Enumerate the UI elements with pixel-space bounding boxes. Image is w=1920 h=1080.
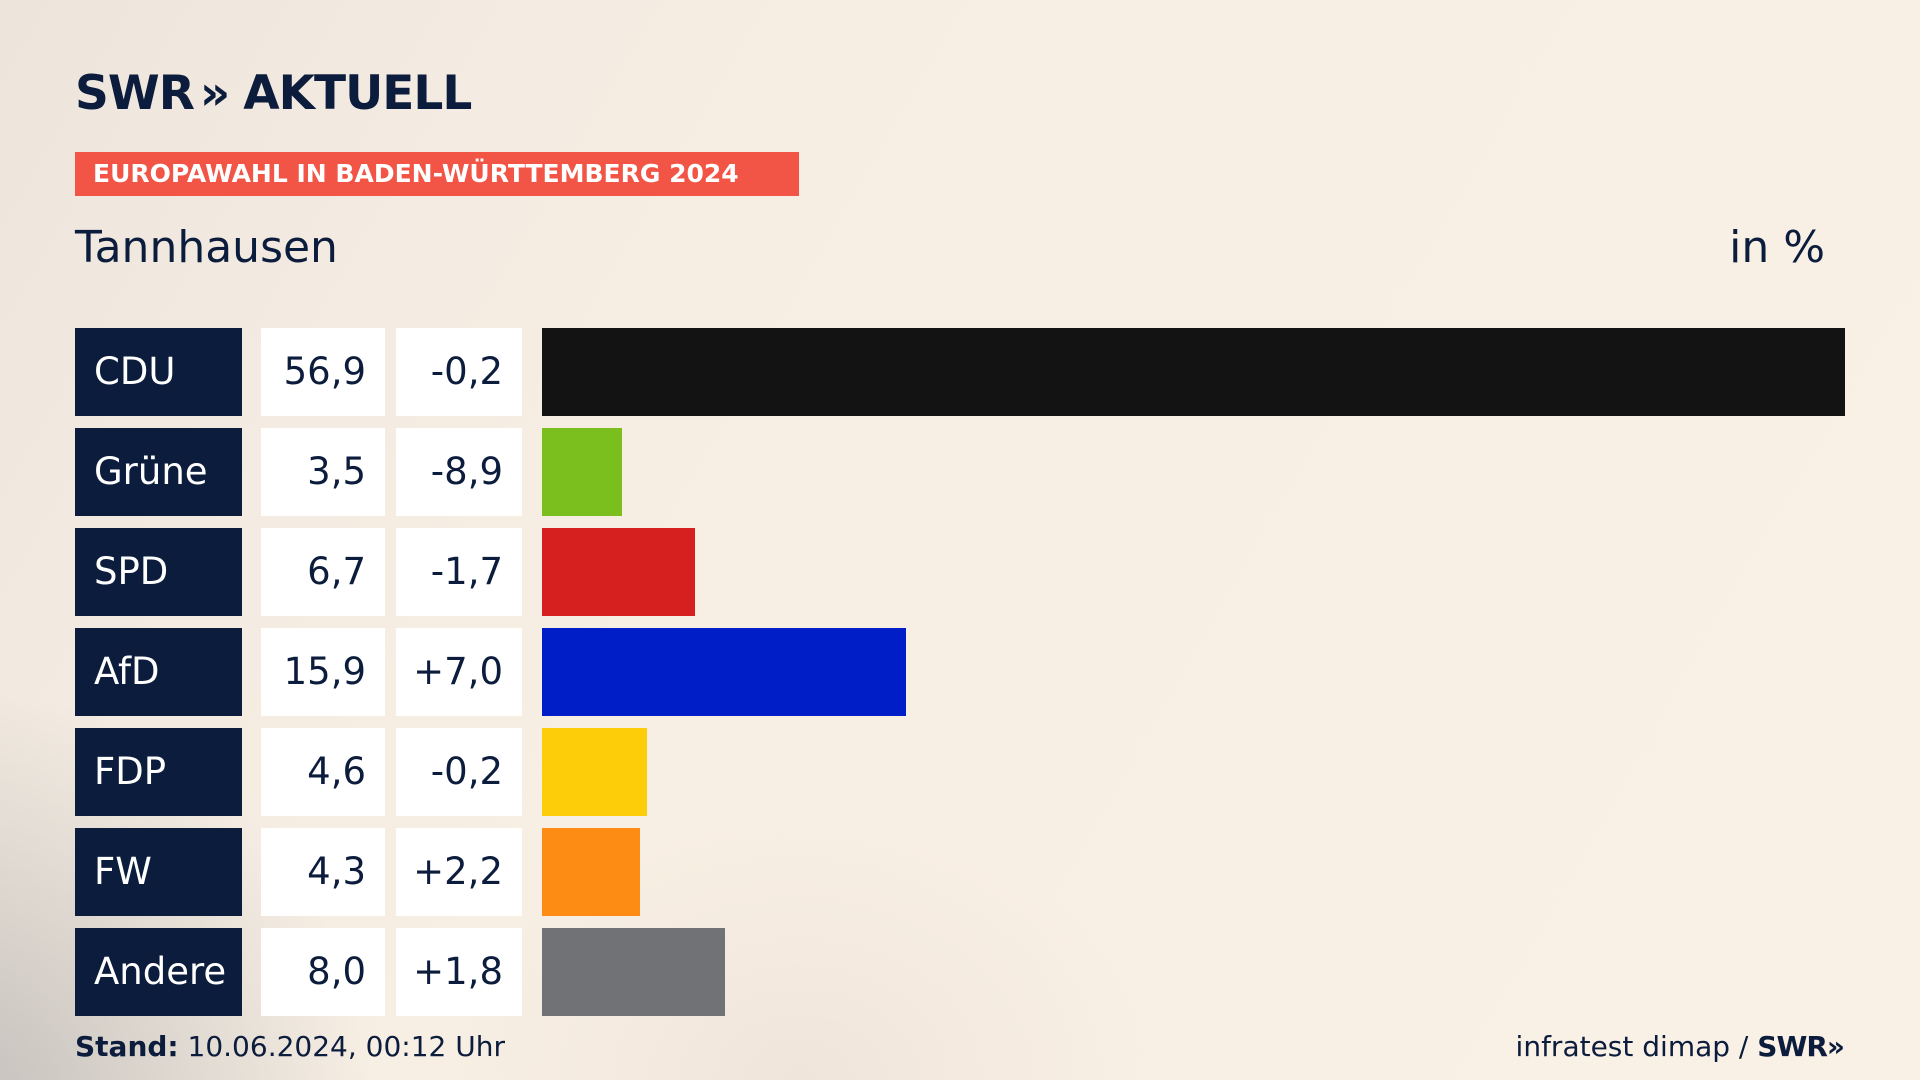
result-bar	[542, 828, 640, 916]
vote-share-label: 6,7	[261, 528, 385, 616]
change-label: +2,2	[396, 828, 522, 916]
party-label: Grüne	[75, 428, 242, 516]
result-bar	[542, 728, 647, 816]
change-label: -1,7	[396, 528, 522, 616]
party-label: SPD	[75, 528, 242, 616]
vote-share-label: 15,9	[261, 628, 385, 716]
result-bar	[542, 328, 1845, 416]
result-row: CDU 56,9 -0,2	[75, 328, 1845, 416]
timestamp: Stand: 10.06.2024, 00:12 Uhr	[75, 1030, 505, 1063]
vote-share-label: 4,3	[261, 828, 385, 916]
result-bar	[542, 628, 906, 716]
result-row: FW 4,3 +2,2	[75, 828, 1845, 916]
stand-label: Stand:	[75, 1030, 179, 1063]
election-banner: EUROPAWAHL IN BADEN-WÜRTTEMBERG 2024	[75, 152, 799, 196]
party-label: Andere	[75, 928, 242, 1016]
vote-share-label: 4,6	[261, 728, 385, 816]
source-text: infratest dimap /	[1515, 1030, 1749, 1063]
vote-share-label: 8,0	[261, 928, 385, 1016]
change-label: -0,2	[396, 328, 522, 416]
change-label: -8,9	[396, 428, 522, 516]
party-label: FW	[75, 828, 242, 916]
result-row: AfD 15,9 +7,0	[75, 628, 1845, 716]
result-row: Andere 8,0 +1,8	[75, 928, 1845, 1016]
place-title: Tannhausen	[75, 222, 338, 273]
result-bar	[542, 928, 725, 1016]
party-label: CDU	[75, 328, 242, 416]
change-label: +7,0	[396, 628, 522, 716]
logo-chevron-icon: »	[199, 65, 230, 121]
result-row: Grüne 3,5 -8,9	[75, 428, 1845, 516]
result-row: FDP 4,6 -0,2	[75, 728, 1845, 816]
source-brand: SWR	[1757, 1030, 1828, 1063]
source-credit: infratest dimap / SWR»	[1515, 1030, 1845, 1063]
stand-value: 10.06.2024, 00:12 Uhr	[187, 1030, 505, 1063]
party-label: AfD	[75, 628, 242, 716]
change-label: +1,8	[396, 928, 522, 1016]
result-bar	[542, 428, 622, 516]
party-label: FDP	[75, 728, 242, 816]
vote-share-label: 56,9	[261, 328, 385, 416]
swr-aktuell-logo: SWR » AKTUELL	[75, 65, 472, 121]
logo-product: AKTUELL	[243, 65, 472, 121]
result-bar	[542, 528, 695, 616]
logo-brand: SWR	[75, 65, 195, 121]
change-label: -0,2	[396, 728, 522, 816]
unit-label: in %	[1729, 222, 1825, 273]
result-row: SPD 6,7 -1,7	[75, 528, 1845, 616]
source-chevron-icon: »	[1826, 1030, 1845, 1063]
vote-share-label: 3,5	[261, 428, 385, 516]
